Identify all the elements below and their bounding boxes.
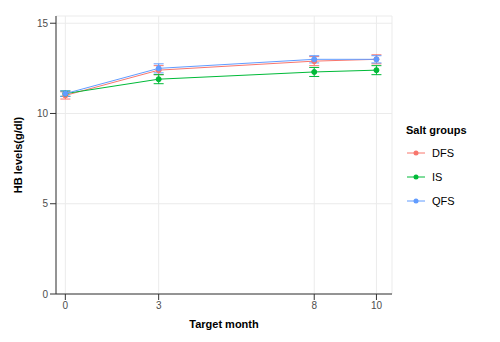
svg-text:10: 10 [37,108,49,119]
svg-text:0: 0 [63,300,69,311]
svg-text:HB levels(g/dl): HB levels(g/dl) [12,116,24,193]
html-text:Salt groups: Salt groups [406,124,467,136]
html-text:QFS: QFS [432,195,455,207]
svg-text:Target month: Target month [189,318,259,330]
svg-text:3: 3 [156,300,162,311]
html-text:IS: IS [432,171,443,183]
svg-text:10: 10 [371,300,383,311]
svg-text:8: 8 [311,300,317,311]
svg-text:15: 15 [37,18,49,29]
svg-text:5: 5 [42,198,48,209]
html-text:DFS: DFS [432,147,454,159]
svg-text:0: 0 [42,289,48,300]
